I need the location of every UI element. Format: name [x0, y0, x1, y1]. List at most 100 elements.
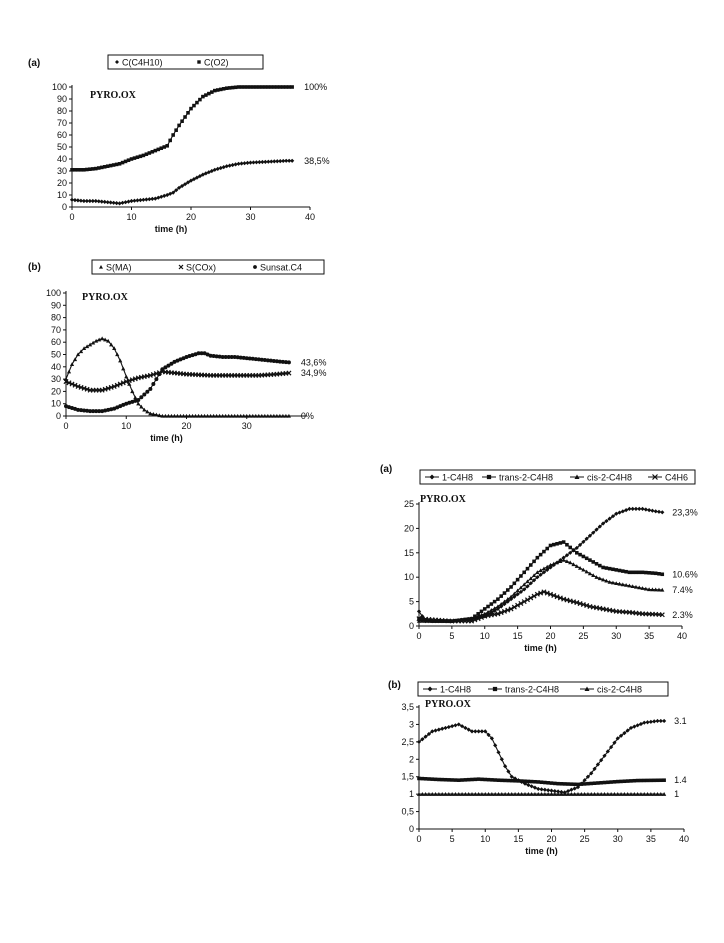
data-point: [633, 506, 639, 511]
data-point: [545, 546, 549, 551]
data-point: [69, 381, 75, 387]
data-point: [539, 787, 544, 792]
data-point: [659, 778, 663, 783]
data-point: [67, 405, 72, 410]
legend-marker: [652, 474, 658, 480]
data-point: [572, 782, 577, 787]
data-point: [450, 792, 455, 796]
data-point: [624, 569, 628, 574]
data-point: [568, 545, 573, 550]
data-point: [66, 369, 72, 374]
data-point: [194, 175, 200, 180]
data-point: [592, 781, 597, 786]
data-point: [640, 586, 645, 590]
x-tick-label: 35: [644, 631, 654, 641]
data-point: [145, 389, 150, 394]
data-point: [284, 158, 289, 163]
data-point: [599, 792, 604, 796]
legend-label: Sunsat.C4: [260, 263, 302, 273]
x-tick-label: 30: [242, 421, 252, 431]
data-point: [217, 413, 222, 418]
data-point: [607, 579, 612, 584]
data-point: [655, 778, 660, 783]
data-point: [427, 777, 431, 781]
data-point: [586, 781, 590, 786]
data-point: [175, 413, 180, 418]
data-point: [544, 590, 550, 596]
data-point: [87, 198, 92, 204]
data-point: [612, 740, 617, 745]
data-point: [595, 792, 600, 796]
data-point: [579, 782, 584, 786]
y-tick-label: 70: [51, 325, 61, 335]
y-tick-label: 90: [57, 94, 67, 104]
data-point: [658, 718, 663, 724]
data-point: [532, 792, 538, 796]
data-point: [618, 792, 624, 796]
data-point: [635, 778, 640, 783]
data-point: [625, 792, 630, 796]
data-point: [518, 585, 524, 590]
data-point: [618, 733, 624, 738]
data-point: [552, 792, 557, 796]
data-point: [602, 792, 607, 796]
legend-label: C(C4H10): [122, 58, 163, 68]
data-point: [190, 413, 195, 418]
data-point: [660, 572, 665, 577]
data-point: [585, 792, 591, 796]
data-point: [72, 198, 78, 203]
data-point: [605, 749, 610, 754]
data-point: [524, 597, 531, 603]
data-point: [139, 395, 144, 400]
data-point: [284, 85, 288, 89]
data-point: [639, 778, 643, 783]
data-point: [638, 721, 644, 727]
data-point: [123, 200, 128, 205]
data-point: [657, 571, 661, 576]
data-point: [612, 792, 617, 796]
data-point: [147, 151, 152, 155]
data-point: [515, 577, 520, 582]
data-point: [275, 159, 280, 164]
data-point: [652, 792, 657, 796]
data-point: [188, 178, 194, 183]
data-point: [420, 614, 425, 619]
data-point: [505, 588, 510, 592]
data-point: [645, 792, 650, 796]
data-point: [263, 159, 268, 164]
data-point: [591, 573, 596, 578]
data-point: [597, 524, 602, 529]
data-point: [558, 541, 563, 545]
data-point: [472, 617, 478, 623]
data-point: [166, 413, 171, 418]
data-point: [643, 586, 648, 591]
series-end-label: 23,3%: [672, 507, 698, 517]
data-point: [150, 150, 155, 154]
data-point: [627, 506, 632, 511]
data-point: [260, 85, 265, 89]
data-point: [179, 183, 185, 189]
data-point: [266, 85, 271, 89]
data-point: [519, 779, 524, 783]
data-point: [545, 564, 550, 569]
data-point: [503, 792, 508, 796]
data-point: [239, 85, 244, 89]
data-point: [585, 774, 591, 779]
data-point: [536, 780, 541, 784]
chart-annotation: PYRO.OX: [90, 90, 137, 101]
data-point: [120, 160, 125, 165]
data-point: [154, 377, 159, 382]
data-point: [126, 158, 131, 162]
data-point: [541, 570, 547, 575]
data-point: [94, 166, 98, 171]
data-point: [112, 346, 117, 351]
data-point: [589, 781, 594, 786]
data-point: [124, 401, 129, 406]
y-tick-label: 50: [57, 142, 67, 152]
legend-box: [417, 681, 669, 697]
data-point: [185, 180, 191, 185]
data-point: [153, 148, 158, 153]
data-point: [522, 570, 526, 575]
data-point: [244, 413, 249, 418]
data-point: [615, 792, 620, 796]
